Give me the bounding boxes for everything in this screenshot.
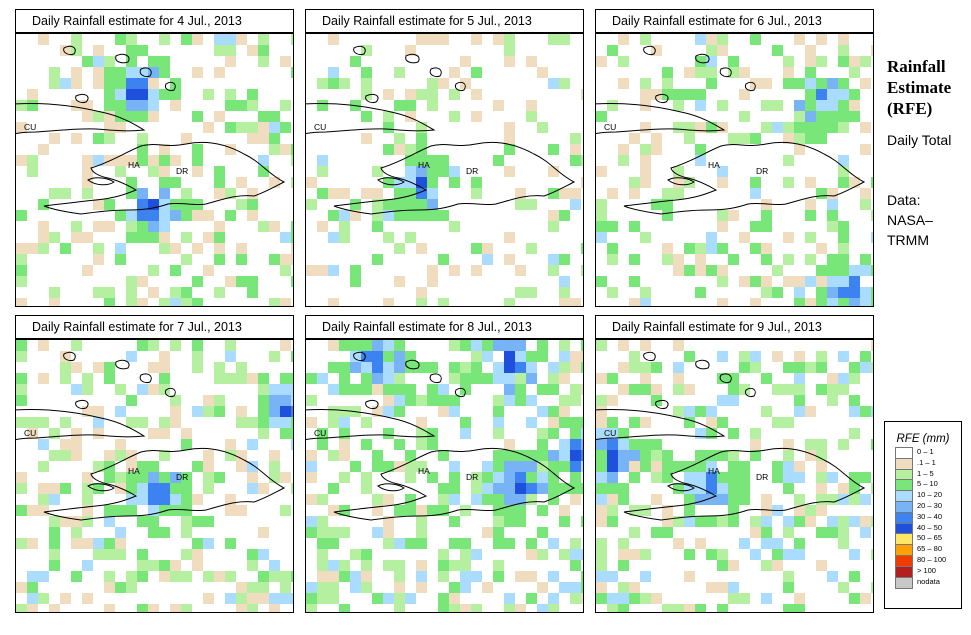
panel-title: Daily Rainfall estimate for 7 Jul., 2013 [15, 315, 294, 339]
legend-label: 0 – 1 [917, 447, 934, 456]
country-label: DR [756, 166, 768, 176]
panel-title: Daily Rainfall estimate for 4 Jul., 2013 [15, 9, 294, 33]
panel-title: Daily Rainfall estimate for 6 Jul., 2013 [595, 9, 874, 33]
legend-swatch [895, 544, 913, 556]
legend-label: nodata [917, 576, 940, 586]
sidebar-subtitle: Daily Total [887, 132, 952, 148]
legend-label: 50 – 65 [917, 533, 943, 543]
legend-label: 10 – 20 [917, 490, 943, 500]
rainfall-grid [596, 340, 873, 612]
country-label: HA [708, 466, 720, 476]
country-label: DR [466, 166, 478, 176]
legend-label: 5 – 10 [917, 479, 938, 489]
country-label: HA [708, 160, 720, 170]
data-source-label: Data: [887, 192, 921, 208]
legend-swatch [895, 522, 913, 535]
legend-swatch [895, 511, 913, 524]
panel-title: Daily Rainfall estimate for 8 Jul., 2013 [305, 315, 584, 339]
legend-label: 65 – 80 [917, 544, 943, 554]
rainfall-map: CU HA DR [15, 33, 294, 307]
coastlines [16, 351, 286, 521]
rainfall-map: CU HA DR [595, 33, 874, 307]
rainfall-grid [596, 34, 873, 306]
legend-item: 10 – 20 [885, 490, 961, 502]
map-panel-jul-8: Daily Rainfall estimate for 8 Jul., 2013… [305, 315, 584, 613]
legend-swatch [895, 500, 913, 513]
legend-item: 40 – 50 [885, 522, 961, 535]
legend-item: 80 – 100 [885, 554, 961, 567]
map-panel-jul-6: Daily Rainfall estimate for 6 Jul., 2013… [595, 9, 874, 307]
legend-item: nodata [885, 576, 961, 590]
legend-swatch [895, 554, 913, 567]
country-label: HA [418, 466, 430, 476]
country-label: DR [176, 472, 188, 482]
rainfall-grid [16, 34, 293, 306]
legend-swatch [895, 479, 913, 492]
country-label: CU [604, 428, 616, 438]
country-label: CU [314, 428, 326, 438]
panel-title: Daily Rainfall estimate for 9 Jul., 2013 [595, 315, 874, 339]
legend-label: 1 – 5 [917, 468, 934, 478]
coastlines [596, 351, 866, 521]
country-label: CU [24, 428, 36, 438]
coastlines [306, 45, 576, 215]
legend-item: .1 – 1 [885, 457, 961, 470]
rainfall-grid [306, 34, 583, 306]
country-label: DR [466, 472, 478, 482]
coastlines [596, 45, 866, 215]
rainfall-grid [16, 340, 293, 612]
country-label: CU [314, 122, 326, 132]
country-label: HA [128, 466, 140, 476]
legend-swatch [895, 447, 913, 459]
legend-item: 0 – 1 [885, 447, 961, 459]
map-panel-jul-9: Daily Rainfall estimate for 9 Jul., 2013… [595, 315, 874, 613]
legend-swatch [895, 457, 913, 470]
legend-label: 20 – 30 [917, 500, 943, 510]
legend-item: 20 – 30 [885, 500, 961, 513]
map-panel-jul-4: Daily Rainfall estimate for 4 Jul., 2013… [15, 9, 294, 307]
legend-item: 5 – 10 [885, 479, 961, 492]
panel-title: Daily Rainfall estimate for 5 Jul., 2013 [305, 9, 584, 33]
rainfall-map: CU HA DR [15, 339, 294, 613]
legend-item: 50 – 65 [885, 533, 961, 546]
coastlines [306, 351, 576, 521]
coastlines [16, 45, 286, 215]
country-label: DR [756, 472, 768, 482]
legend-label: > 100 [917, 565, 936, 575]
rainfall-grid [306, 340, 583, 612]
legend-swatch [895, 576, 913, 590]
map-panel-jul-7: Daily Rainfall estimate for 7 Jul., 2013… [15, 315, 294, 613]
rainfall-map: CU HA DR [305, 33, 584, 307]
map-panel-jul-5: Daily Rainfall estimate for 5 Jul., 2013… [305, 9, 584, 307]
legend-swatch [895, 533, 913, 546]
legend-label: .1 – 1 [917, 457, 936, 467]
legend-label: 40 – 50 [917, 522, 943, 532]
country-label: CU [604, 122, 616, 132]
legend-item: 65 – 80 [885, 544, 961, 556]
data-source: NASA–TRMM [887, 212, 933, 248]
country-label: DR [176, 166, 188, 176]
rainfall-map: CU HA DR [595, 339, 874, 613]
country-label: HA [418, 160, 430, 170]
legend-swatch [895, 490, 913, 502]
legend-item: 1 – 5 [885, 468, 961, 481]
rainfall-map: CU HA DR [305, 339, 584, 613]
legend-label: 30 – 40 [917, 511, 943, 521]
legend-swatch [895, 468, 913, 481]
country-label: CU [24, 122, 36, 132]
legend-item: > 100 [885, 565, 961, 578]
legend-item: 30 – 40 [885, 511, 961, 524]
legend-title: RFE (mm) [896, 433, 950, 445]
legend-swatch [895, 565, 913, 578]
sidebar-title: Rainfall Estimate (RFE) [887, 57, 952, 118]
country-label: HA [128, 160, 140, 170]
legend-label: 80 – 100 [917, 554, 947, 564]
